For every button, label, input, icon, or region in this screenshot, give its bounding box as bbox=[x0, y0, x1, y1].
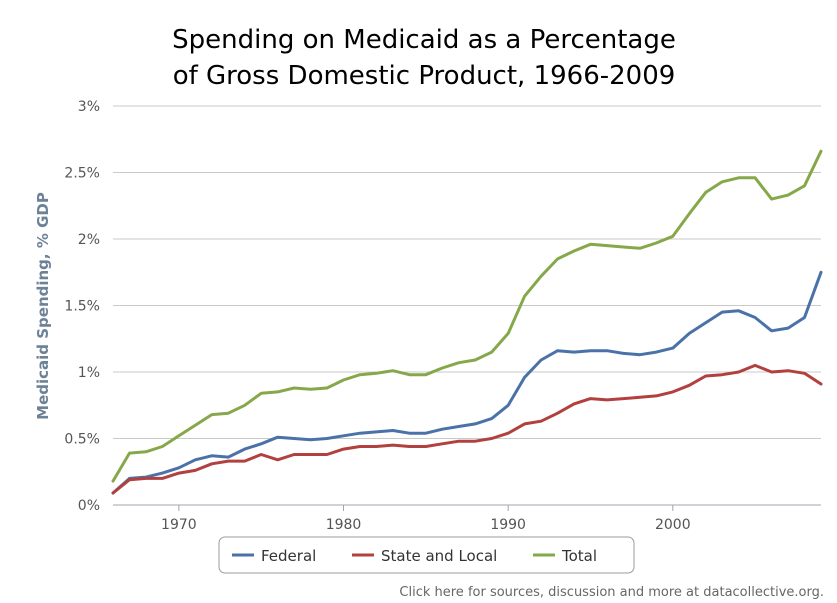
chart-title: Spending on Medicaid as a Percentage of … bbox=[172, 25, 676, 91]
chart-title-line-2: of Gross Domestic Product, 1966-2009 bbox=[173, 61, 676, 91]
chart-title-line-1: Spending on Medicaid as a Percentage bbox=[172, 25, 676, 55]
plot-area bbox=[111, 149, 823, 495]
y-tick-label: 0.5% bbox=[64, 432, 100, 448]
sources-link[interactable]: Click here for sources, discussion and m… bbox=[399, 585, 824, 600]
y-axis-label: Medicaid Spending, % GDP bbox=[34, 192, 52, 420]
y-tick-label: 2% bbox=[78, 232, 100, 248]
x-tick-label: 1990 bbox=[490, 517, 526, 533]
legend-label: Total bbox=[561, 547, 597, 565]
x-tick-label: 2000 bbox=[655, 517, 691, 533]
y-tick-label: 0% bbox=[78, 498, 100, 514]
gridlines bbox=[113, 105, 821, 439]
x-tick-label: 1970 bbox=[161, 517, 197, 533]
axes: 0% 0.5% 1% 1.5% 2% 2.5% 3% 1970 1980 1990 2000 bbox=[64, 99, 821, 533]
legend[interactable]: Federal State and Local Total bbox=[218, 536, 635, 574]
y-tick-label: 1% bbox=[78, 365, 100, 381]
legend-item-state-and-local[interactable]: State and Local bbox=[352, 547, 497, 565]
series-line-state-and-local bbox=[111, 363, 823, 495]
y-tick-label: 3% bbox=[78, 99, 100, 115]
legend-box bbox=[218, 536, 635, 574]
series-line-federal bbox=[111, 270, 823, 495]
legend-label: State and Local bbox=[381, 547, 497, 565]
y-tick-label: 2.5% bbox=[64, 166, 100, 182]
x-tick-label: 1980 bbox=[326, 517, 362, 533]
legend-item-federal[interactable]: Federal bbox=[232, 547, 316, 565]
legend-label: Federal bbox=[261, 547, 316, 565]
y-tick-label: 1.5% bbox=[64, 299, 100, 315]
series-line-total bbox=[111, 149, 823, 483]
legend-item-total[interactable]: Total bbox=[533, 547, 597, 565]
